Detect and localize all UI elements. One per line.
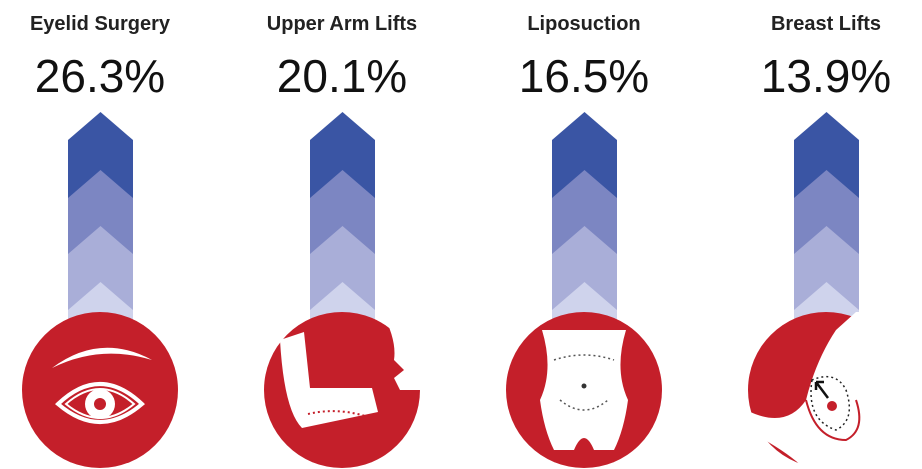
torso-icon: [540, 330, 628, 450]
columns: Eyelid Surgery 26.3% Upper Arm Lifts 20.1% L…: [22, 13, 904, 468]
item-value: 20.1%: [277, 50, 407, 102]
item-label: Breast Lifts: [771, 13, 881, 35]
item-value: 16.5%: [519, 50, 649, 102]
item-label: Eyelid Surgery: [30, 13, 171, 35]
item-label: Liposuction: [527, 13, 640, 35]
item-value: 13.9%: [761, 50, 891, 102]
infographic: Eyelid Surgery 26.3% Upper Arm Lifts 20.1% L…: [0, 0, 922, 469]
item-label: Upper Arm Lifts: [267, 13, 417, 35]
item-value: 26.3%: [35, 50, 165, 102]
